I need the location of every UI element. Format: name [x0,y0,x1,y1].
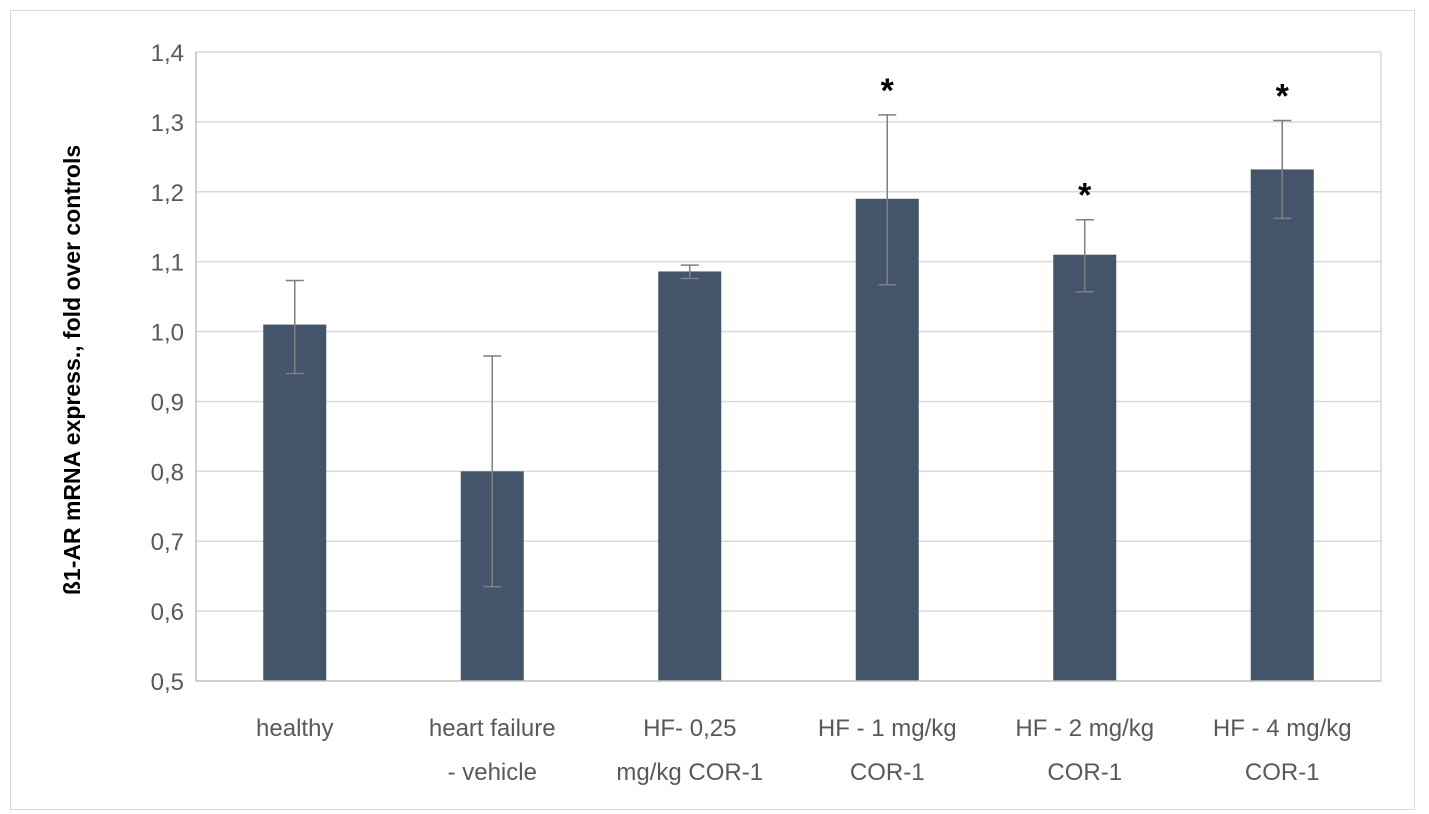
error-bars [285,114,1292,588]
x-category-labels: healthy heart failure - vehicle HF- 0,25 mg/… [256,715,1352,786]
bar [1053,254,1117,681]
y-tick-labels: 0,5 0,6 0,7 0,8 0,9 1,0 1,1 1,2 1,3 1,4 [151,40,184,696]
axes [195,52,1382,682]
bars [263,169,1314,681]
bar [1250,169,1314,681]
y-tick-label: 1,0 [151,320,184,347]
x-category-label: - vehicle [448,759,537,786]
x-category-label: COR-1 [850,759,925,786]
bar [263,324,327,681]
y-tick-label: 0,7 [151,529,184,556]
x-category-label: healthy [256,715,333,742]
significance-marker: * [1078,177,1092,215]
y-tick-label: 0,6 [151,599,184,626]
significance-marker: * [881,72,895,110]
y-tick-label: 1,2 [151,180,184,207]
y-tick-label: 1,3 [151,110,184,137]
x-category-label: HF - 4 mg/kg [1213,715,1352,742]
x-category-label: HF - 1 mg/kg [818,715,957,742]
bar [658,271,722,681]
x-category-label: HF - 2 mg/kg [1015,715,1154,742]
x-category-label: mg/kg COR-1 [616,759,763,786]
x-category-label: HF- 0,25 [643,715,736,742]
x-category-label: heart failure [429,715,556,742]
significance-marker: * [1276,77,1290,115]
y-tick-label: 1,1 [151,250,184,277]
y-tick-label: 0,8 [151,459,184,486]
y-tick-label: 1,4 [151,40,184,67]
significance-markers: * * * [881,72,1290,215]
y-axis-title: ß1-AR mRNA express., fold over controls [59,145,85,595]
x-category-label: COR-1 [1047,759,1122,786]
x-category-label: COR-1 [1245,759,1320,786]
gridlines [196,51,1381,612]
y-tick-label: 0,9 [151,389,184,416]
y-tick-label: 0,5 [151,669,184,696]
